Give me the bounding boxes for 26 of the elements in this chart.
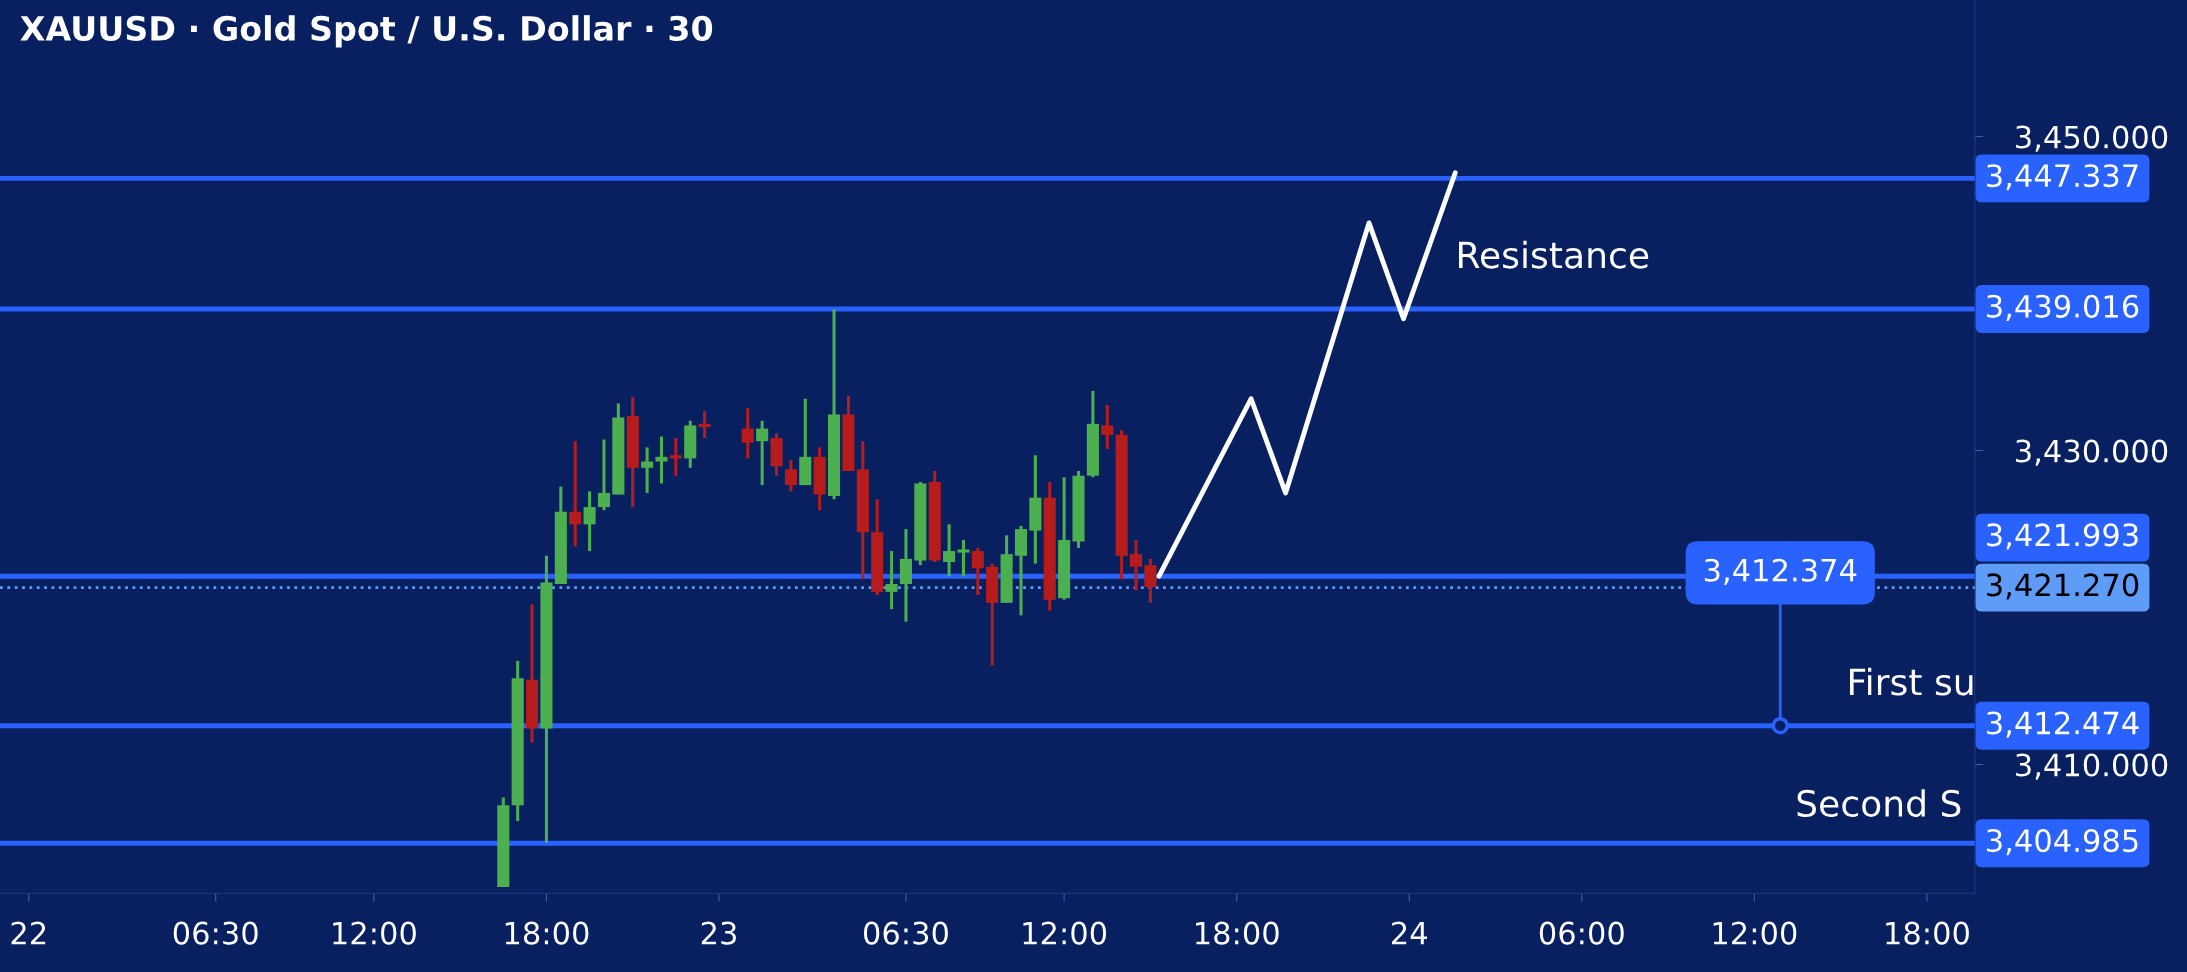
x-tick-label: 18:00 xyxy=(1886,921,1969,945)
ref-line-label: 3,404.985 xyxy=(1987,829,2138,856)
ref-line-label: 3,412.474 xyxy=(1987,711,2139,738)
x-tick-label: 06:00 xyxy=(1539,921,1624,945)
x-tick-label: 22 xyxy=(11,921,46,945)
y-tick-label: 3,450.000 xyxy=(2016,125,2168,152)
x-tick-label: 12:00 xyxy=(333,921,416,945)
x-tick-label: 18:00 xyxy=(505,921,589,945)
chart-title: XAUUSD · Gold Spot / U.S. Dollar · 30 xyxy=(20,15,713,48)
ref-line-label: 3,421.270 xyxy=(1987,573,2139,600)
ref-line-label: 3,439.016 xyxy=(1987,294,2139,321)
annotation: First su xyxy=(1850,667,1973,696)
y-tick-label: 3,410.000 xyxy=(2016,753,2168,780)
annotation: Second S xyxy=(1797,789,1961,818)
ref-line-label: 3,447.337 xyxy=(1987,164,2138,191)
annotation: Resistance xyxy=(1459,240,1649,269)
y-tick-label: 3,430.000 xyxy=(2016,439,2168,466)
x-tick-label: 12:00 xyxy=(1713,921,1797,945)
x-tick-label: 06:30 xyxy=(863,921,948,945)
x-tick-label: 06:30 xyxy=(173,921,258,945)
x-tick-label: 12:00 xyxy=(1023,921,1107,945)
ref-line-label: 3,421.993 xyxy=(1987,523,2138,550)
x-tick-label: 24 xyxy=(1392,921,1427,945)
x-tick-label: 23 xyxy=(701,921,736,945)
annotation: 3,412.374 xyxy=(1704,558,1857,585)
x-tick-label: 18:00 xyxy=(1196,921,1279,945)
